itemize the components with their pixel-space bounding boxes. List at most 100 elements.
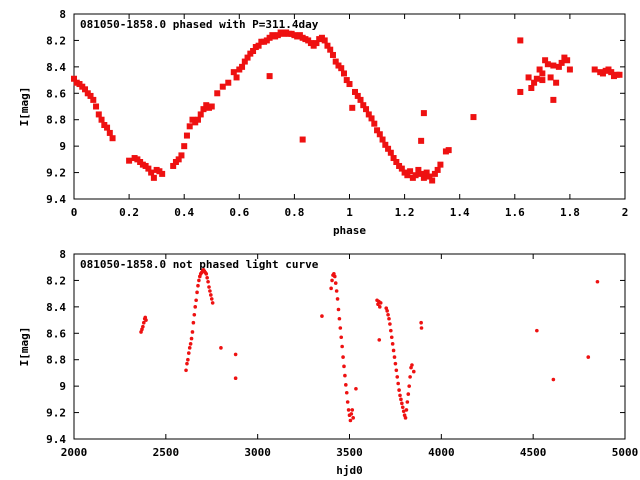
data-point <box>517 37 524 44</box>
data-point <box>191 320 196 325</box>
data-point <box>190 330 195 334</box>
data-point <box>170 162 177 169</box>
data-point <box>194 298 198 303</box>
data-point <box>194 116 201 123</box>
y-tick-label: 9.2 <box>46 407 66 420</box>
data-point <box>219 83 226 90</box>
data-point <box>210 301 215 305</box>
data-point <box>109 135 116 142</box>
data-point <box>595 279 600 284</box>
y-axis-label: I[mag] <box>18 87 31 127</box>
data-point <box>363 106 370 113</box>
data-point <box>183 132 190 139</box>
data-point <box>349 104 356 111</box>
data-point <box>233 74 240 81</box>
x-tick-label: 1 <box>346 206 353 219</box>
x-tick-label: 5000 <box>612 446 639 459</box>
data-point <box>185 361 189 366</box>
data-point <box>193 305 198 309</box>
data-point <box>400 405 405 410</box>
y-tick-label: 8 <box>59 8 66 21</box>
data-point <box>192 312 197 317</box>
data-point <box>350 408 355 412</box>
data-point <box>145 165 152 172</box>
data-point <box>379 136 386 143</box>
data-point <box>233 352 238 357</box>
y-axis-label: I[mag] <box>18 327 31 367</box>
data-point <box>342 364 346 369</box>
data-point <box>550 96 557 103</box>
data-point <box>431 170 438 177</box>
y-tick-label: 8.4 <box>46 61 66 74</box>
data-point <box>395 375 400 379</box>
data-points <box>71 29 623 184</box>
data-point <box>225 79 232 86</box>
data-point <box>382 141 389 148</box>
data-point <box>558 59 565 66</box>
data-point <box>208 103 215 110</box>
data-point <box>340 70 347 77</box>
data-point <box>528 85 535 91</box>
data-point <box>336 307 341 312</box>
y-tick-label: 8.2 <box>46 34 66 47</box>
data-point <box>390 342 395 346</box>
data-point <box>195 290 199 295</box>
data-point <box>187 346 192 350</box>
data-point <box>204 272 209 276</box>
data-point <box>330 278 334 283</box>
data-point <box>357 96 364 103</box>
y-tick-label: 9.4 <box>46 193 66 206</box>
data-point <box>337 316 342 321</box>
data-point <box>547 74 554 81</box>
data-point <box>393 159 400 165</box>
data-point <box>365 111 372 118</box>
data-point <box>368 115 375 122</box>
data-point <box>126 157 133 164</box>
data-point <box>533 75 540 82</box>
data-point <box>376 131 383 138</box>
data-point <box>378 305 382 309</box>
data-point <box>555 63 562 70</box>
data-point <box>90 96 97 103</box>
data-point <box>354 92 361 99</box>
data-point <box>423 169 430 176</box>
data-point <box>207 285 211 289</box>
data-point <box>386 312 390 317</box>
data-point <box>181 143 188 150</box>
data-point <box>346 81 353 88</box>
data-point <box>333 281 338 285</box>
data-point <box>144 318 148 322</box>
data-point <box>332 58 339 65</box>
data-point <box>324 42 331 49</box>
data-point <box>401 409 406 414</box>
data-point <box>544 61 551 68</box>
y-tick-label: 9 <box>59 380 66 393</box>
x-tick-label: 0 <box>71 206 78 219</box>
unphased-light-curve-plot: 2000 2500 3000 3500 4000 4500 5000 8 8.2 8.4 8.6 8.… <box>18 248 638 477</box>
x-tick-label: 0.2 <box>119 206 139 219</box>
data-point <box>566 66 573 73</box>
data-point <box>333 274 337 279</box>
data-point <box>329 51 336 58</box>
data-point <box>344 383 348 387</box>
data-point <box>539 70 546 77</box>
data-point <box>219 346 223 350</box>
phased-light-curve-plot: 0 0.2 0.4 0.6 0.8 1 1.2 1.4 1.6 1.8 2 8 8.2 8.4 8.6 8.8… <box>18 8 628 237</box>
data-point <box>233 376 238 381</box>
data-point <box>327 46 334 53</box>
data-point <box>340 344 344 349</box>
x-tick-label: 1.8 <box>560 206 580 219</box>
data-point <box>209 297 214 301</box>
x-tick-label: 4000 <box>428 446 455 459</box>
data-point <box>186 351 191 355</box>
data-point <box>404 172 411 179</box>
data-point <box>104 124 111 131</box>
y-tick-label: 8.2 <box>46 274 66 287</box>
y-tick-label: 8.8 <box>46 114 66 127</box>
data-point <box>393 361 398 366</box>
data-point <box>390 155 397 162</box>
y-tick-label: 8.6 <box>46 327 66 340</box>
data-point <box>418 170 425 177</box>
data-point <box>419 320 423 325</box>
